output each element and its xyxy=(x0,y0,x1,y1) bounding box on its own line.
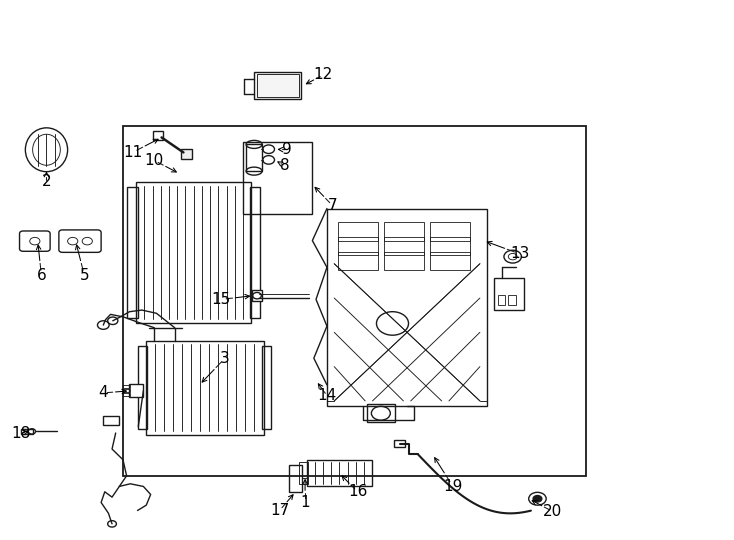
Text: 19: 19 xyxy=(443,479,462,494)
Bar xyxy=(254,72,302,99)
Text: 6: 6 xyxy=(37,268,46,283)
Bar xyxy=(136,182,251,323)
Bar xyxy=(181,149,192,159)
Bar xyxy=(384,237,424,255)
Bar xyxy=(257,75,299,97)
Text: 20: 20 xyxy=(543,504,562,519)
Bar xyxy=(243,141,313,214)
Bar xyxy=(252,291,262,301)
Bar xyxy=(289,465,302,492)
Bar xyxy=(338,222,378,241)
Bar xyxy=(338,252,378,270)
Bar xyxy=(327,208,487,406)
Text: 13: 13 xyxy=(510,246,530,261)
Bar xyxy=(430,222,470,241)
Text: 4: 4 xyxy=(98,386,108,401)
Bar xyxy=(138,347,147,429)
Text: 12: 12 xyxy=(313,68,333,83)
Text: 14: 14 xyxy=(317,388,337,403)
Text: 16: 16 xyxy=(348,484,367,500)
Text: 3: 3 xyxy=(220,350,230,366)
Bar xyxy=(338,237,378,255)
Text: 11: 11 xyxy=(123,145,142,160)
Text: 15: 15 xyxy=(211,292,231,307)
Bar xyxy=(394,440,405,448)
Bar xyxy=(123,126,586,476)
Bar xyxy=(128,384,143,397)
Bar xyxy=(430,252,470,270)
Bar xyxy=(299,462,308,484)
Bar xyxy=(367,403,395,422)
Text: 7: 7 xyxy=(328,198,338,213)
Bar xyxy=(384,252,424,270)
Bar xyxy=(123,393,130,396)
Bar xyxy=(498,295,506,305)
Bar xyxy=(307,460,372,487)
Bar xyxy=(246,144,262,171)
Text: 5: 5 xyxy=(79,268,89,283)
Bar xyxy=(430,237,470,255)
Bar xyxy=(509,295,515,305)
Bar xyxy=(123,386,130,388)
Text: 8: 8 xyxy=(280,158,289,173)
Bar xyxy=(384,222,424,241)
Text: 9: 9 xyxy=(282,142,291,157)
Bar xyxy=(262,347,271,429)
Bar xyxy=(103,416,119,425)
Bar xyxy=(123,389,130,392)
Bar xyxy=(145,341,264,435)
Bar xyxy=(250,187,260,318)
Text: 1: 1 xyxy=(300,495,310,510)
Bar xyxy=(127,187,137,318)
Bar xyxy=(153,131,163,140)
Bar xyxy=(21,429,32,434)
Circle shape xyxy=(533,496,542,502)
Text: 10: 10 xyxy=(145,153,164,168)
Text: 2: 2 xyxy=(42,174,51,190)
Text: 17: 17 xyxy=(270,503,289,518)
Text: 18: 18 xyxy=(11,426,31,441)
Bar xyxy=(495,278,523,310)
